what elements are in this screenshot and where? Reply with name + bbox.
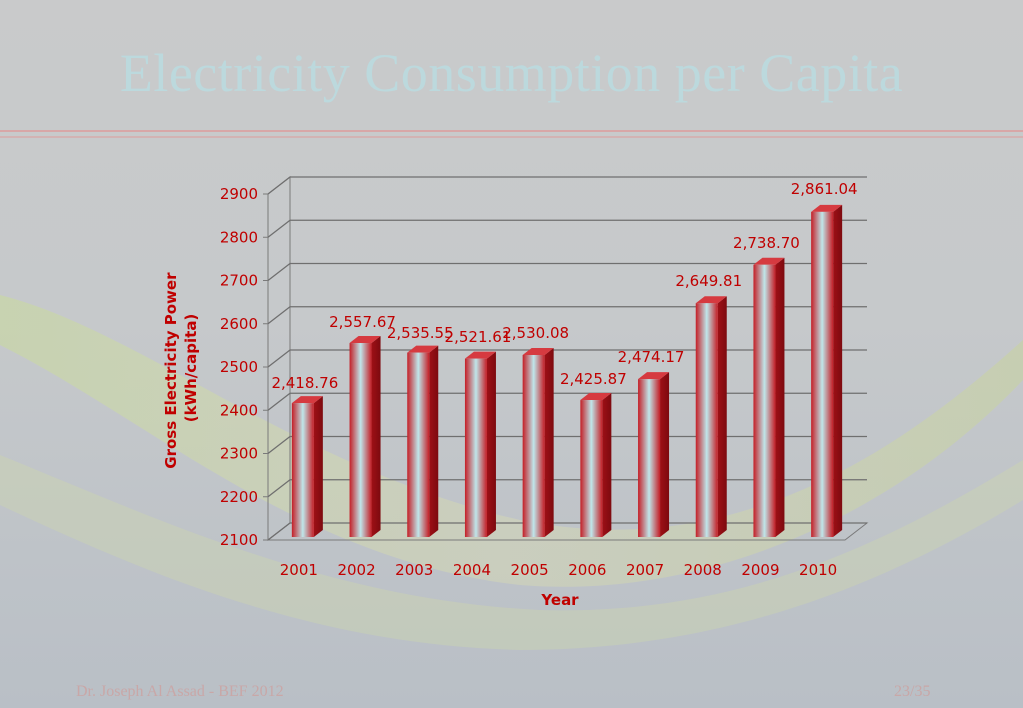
bar-2002 [349, 336, 381, 537]
bar-side [717, 296, 727, 537]
bar-2010 [811, 204, 843, 537]
page-number: 23/35 [894, 683, 931, 700]
x-tick-labels: 2001 2002 2003 2004 2005 2006 2007 2008 2009 2010 [280, 561, 837, 579]
y-axis-title-line-1: Gross Electricity Power [162, 272, 180, 469]
bar-2001 [291, 396, 323, 537]
grid-layer [263, 175, 869, 542]
x-tick-2002: 2002 [337, 561, 375, 579]
bars [291, 204, 843, 537]
bar-front [407, 352, 430, 537]
y-tick-label: 2300 [220, 445, 258, 463]
bar-front [638, 379, 661, 537]
x-tick-2006: 2006 [568, 561, 606, 579]
bar-top [522, 347, 554, 355]
title-divider-top [0, 130, 1023, 132]
bar-top [407, 345, 439, 353]
bar-top [291, 396, 323, 404]
data-label-2009: 2,738.70 [733, 234, 800, 252]
bar-top [638, 372, 670, 380]
title-divider-bottom [0, 136, 1023, 138]
data-labels: 2,418.76 2,557.672,535.552,521.612,530.08… [271, 180, 857, 392]
x-tick-2008: 2008 [684, 561, 722, 579]
bar-top [349, 336, 381, 344]
bar-2007 [638, 372, 670, 537]
gridline [267, 349, 867, 368]
gridline [267, 262, 867, 282]
y-tick-label: 2400 [220, 401, 258, 419]
bar-top [753, 257, 785, 265]
y-axis-title-line-2: (kWh/capita) [182, 314, 200, 423]
bar-front [580, 400, 603, 537]
gridline [267, 176, 867, 195]
bar-side [429, 345, 439, 537]
bar-2003 [407, 345, 439, 537]
bar-front [753, 264, 776, 537]
gridline [267, 219, 867, 238]
bar-2004 [464, 351, 496, 537]
bar-side [371, 336, 381, 537]
bar-side [660, 372, 670, 537]
x-tick-2005: 2005 [511, 561, 549, 579]
data-label-2010: 2,861.04 [791, 180, 858, 198]
data-label-2005: 2,530.08 [502, 324, 569, 342]
data-label-2001: 2,418.76 [271, 374, 338, 392]
data-label-2008: 2,649.81 [675, 272, 742, 290]
bar-side [486, 351, 496, 537]
y-tick-label: 2100 [220, 531, 258, 549]
footer-author: Dr. Joseph Al Assad - BEF 2012 [76, 683, 284, 700]
y-tick-label: 2500 [220, 358, 258, 376]
bar-2009 [753, 257, 785, 537]
gridline [267, 435, 867, 455]
bar-top [464, 351, 496, 359]
bar-2008 [695, 296, 727, 537]
bar-side [544, 347, 554, 537]
y-tick-label: 2700 [220, 272, 258, 290]
bar-side [313, 396, 323, 537]
x-tick-2001: 2001 [280, 561, 318, 579]
bar-front [349, 343, 372, 537]
bar-side [833, 204, 843, 537]
gridline [267, 522, 867, 541]
bar-top [811, 204, 843, 212]
bar-top [580, 393, 612, 401]
data-label-2002: 2,557.67 [329, 313, 396, 331]
bar-front [291, 403, 314, 537]
y-tick-label: 2600 [220, 315, 258, 333]
bar-2005 [522, 347, 554, 537]
bar-front [811, 211, 834, 537]
x-tick-2007: 2007 [626, 561, 664, 579]
data-label-2006: 2,425.87 [560, 370, 627, 388]
y-tick-label: 2200 [220, 488, 258, 506]
slide-title: Electricity Consumption per Capita [119, 43, 904, 103]
bar-side [775, 257, 785, 537]
bar-2006 [580, 393, 612, 537]
bar-front [522, 354, 545, 537]
y-tick-label: 2900 [220, 185, 258, 203]
gridline [267, 306, 867, 325]
gridline [267, 479, 867, 498]
y-axis-title: Gross Electricity Power (kWh/capita) [162, 267, 200, 468]
gridline [267, 392, 867, 411]
bar-front [464, 358, 487, 537]
bar-front [695, 303, 718, 537]
y-tick-labels: 2100 2200 2300 2400 2500 2600 2700 2800 2900 [220, 185, 258, 549]
data-label-2004: 2,521.61 [445, 328, 512, 346]
x-axis-title: Year [540, 591, 579, 609]
x-tick-2003: 2003 [395, 561, 433, 579]
x-tick-2010: 2010 [799, 561, 837, 579]
bar-top [695, 296, 727, 304]
y-tick-label: 2800 [220, 228, 258, 246]
x-tick-2009: 2009 [741, 561, 779, 579]
x-tick-2004: 2004 [453, 561, 491, 579]
data-label-2007: 2,474.17 [618, 348, 685, 366]
data-label-2003: 2,535.55 [387, 324, 454, 342]
bar-side [602, 393, 612, 537]
